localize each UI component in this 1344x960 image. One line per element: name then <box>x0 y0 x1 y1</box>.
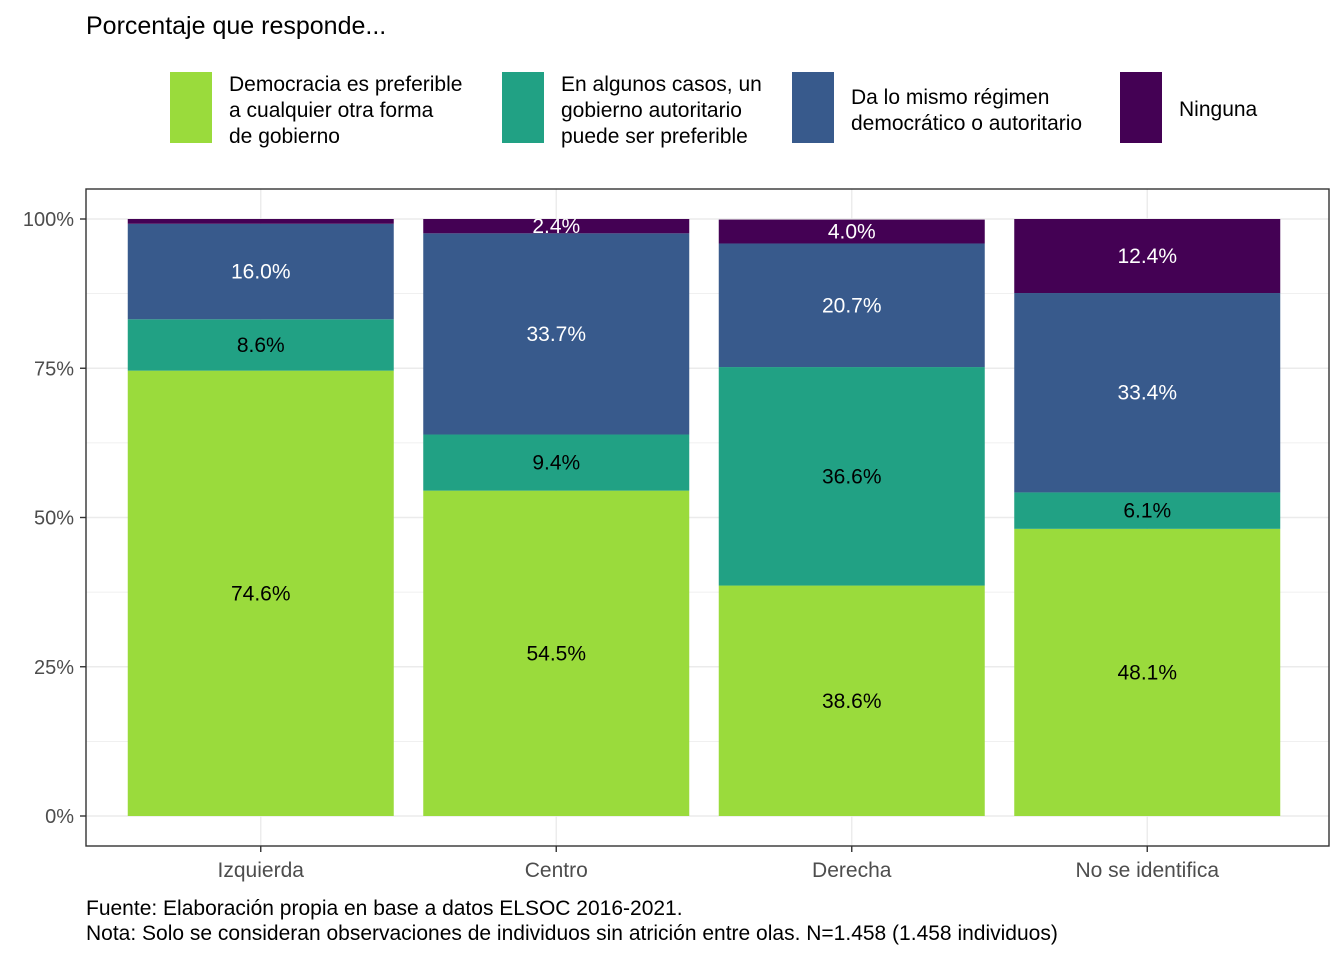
y-tick-label: 25% <box>34 657 74 679</box>
data-label-2-2: 9.4% <box>532 452 580 475</box>
caption-source: Fuente: Elaboración propia en base a dat… <box>86 897 683 920</box>
x-tick-label: No se identifica <box>1075 859 1219 882</box>
bar-3-4 <box>1014 293 1281 493</box>
caption-note: Nota: Solo se consideran observaciones d… <box>86 922 1058 945</box>
y-tick-label: 50% <box>34 508 74 530</box>
data-label-4-2: 2.4% <box>532 215 580 238</box>
bar-4-4 <box>1014 219 1281 294</box>
data-label-4-3: 4.0% <box>828 221 876 244</box>
data-label-3-4: 33.4% <box>1117 382 1177 405</box>
x-tick-label: Derecha <box>812 859 892 882</box>
data-label-1-3: 38.6% <box>822 690 882 713</box>
bar-2-2 <box>423 434 690 491</box>
data-label-1-2: 54.5% <box>526 642 586 665</box>
y-tick-label: 0% <box>45 806 74 828</box>
x-tick-label: Centro <box>525 859 588 882</box>
bar-4-3 <box>718 219 985 244</box>
legend-label-democracia: Democracia es preferible a cualquier otr… <box>229 73 463 148</box>
bar-3-2 <box>423 233 690 435</box>
data-label-3-2: 33.7% <box>526 323 586 346</box>
bar-3-3 <box>718 243 985 368</box>
legend-key-autoritario <box>502 72 544 143</box>
bar-2-1 <box>127 319 394 371</box>
data-label-3-1: 16.0% <box>231 261 291 284</box>
data-label-2-1: 8.6% <box>237 334 285 357</box>
data-label-4-4: 12.4% <box>1117 245 1177 268</box>
legend-key-da-lo-mismo <box>792 72 834 143</box>
bar-2-4 <box>1014 492 1281 529</box>
chart-title: Porcentaje que responde... <box>86 12 387 40</box>
bar-1-4 <box>1014 528 1281 816</box>
data-label-2-3: 36.6% <box>822 465 882 488</box>
bar-1-2 <box>423 490 690 816</box>
x-tick-label: Izquierda <box>218 859 305 882</box>
y-tick-label: 75% <box>34 358 74 380</box>
legend-key-ninguna <box>1120 72 1162 143</box>
legend-key-democracia <box>170 72 212 143</box>
data-label-1-4: 48.1% <box>1117 661 1177 684</box>
bar-3-1 <box>127 223 394 320</box>
legend-label-da-lo-mismo: Da lo mismo régimen democrático o autori… <box>851 86 1083 135</box>
data-label-2-4: 6.1% <box>1123 500 1171 523</box>
bar-4-2 <box>423 219 690 234</box>
legend-label-autoritario: En algunos casos, un gobierno autoritari… <box>561 73 762 148</box>
data-label-1-1: 74.6% <box>231 582 291 605</box>
data-label-3-3: 20.7% <box>822 294 882 317</box>
legend-label-ninguna: Ninguna <box>1179 98 1258 121</box>
bar-4-1 <box>127 219 394 224</box>
bar-1-3 <box>718 585 985 816</box>
bar-1-1 <box>127 370 394 816</box>
y-tick-label: 100% <box>23 209 74 231</box>
bar-2-3 <box>718 367 985 586</box>
